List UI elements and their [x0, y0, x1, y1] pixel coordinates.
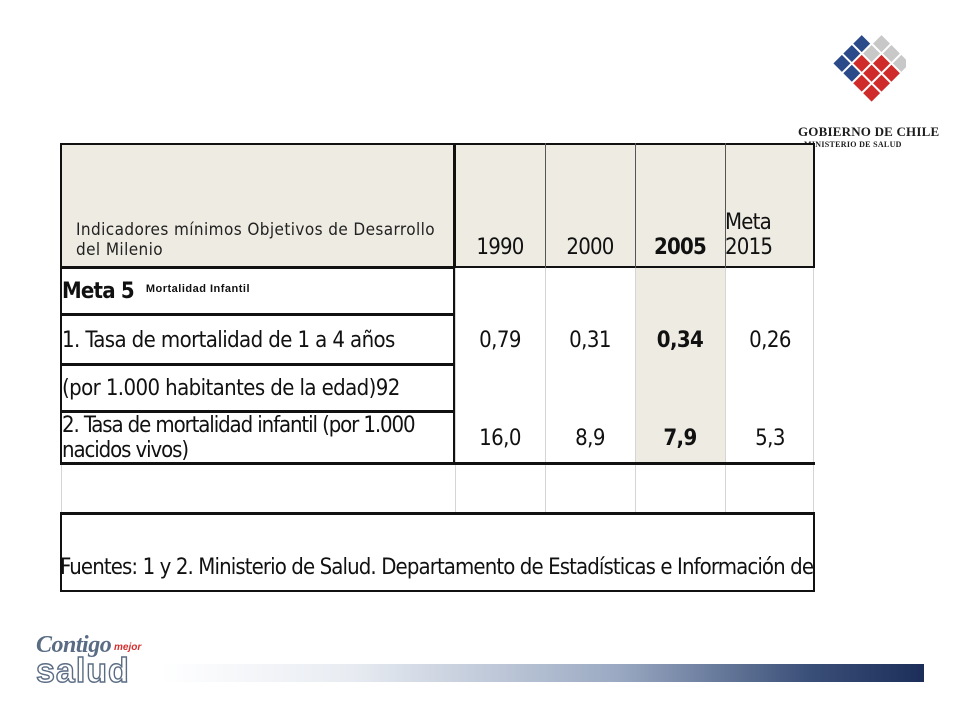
divider: [725, 268, 726, 513]
indicators-table: Indicadores mínimos Objetivos de Desarro…: [60, 143, 815, 593]
divider: [455, 268, 456, 513]
table-cell: [545, 365, 635, 412]
table-cell: [725, 268, 815, 315]
table-cell: [455, 365, 545, 412]
divider: [60, 462, 815, 465]
header-frame: [454, 143, 815, 268]
meta-title-cell: Meta 5 Mortalidad Infantil: [60, 268, 455, 315]
table-cell: 0,26: [749, 327, 791, 353]
row-label: 2. Tasa de mortalidad infantil (por 1.00…: [62, 413, 416, 463]
brand-contigo: Contigo: [36, 632, 112, 658]
brand-salud: salud: [35, 651, 130, 690]
table-row: (por 1.000 habitantes de la edad)92: [60, 365, 815, 412]
header-label: Indicadores mínimos Objetivos de Desarro…: [76, 220, 436, 260]
divider: [635, 143, 636, 268]
table-cell: 7,9: [635, 412, 725, 464]
header-year-2000: 2000: [545, 143, 635, 268]
table-row: 1. Tasa de mortalidad de 1 a 4 años 0,79…: [60, 315, 815, 365]
header-label-cell: Indicadores mínimos Objetivos de Desarro…: [60, 143, 455, 268]
divider: [725, 143, 726, 268]
contigo-mejor-salud-logo: Contigo mejor salud: [35, 632, 156, 691]
sources-text: Fuentes: 1 y 2. Ministerio de Salud. Dep…: [60, 555, 815, 580]
header-year-2005: 2005: [635, 143, 725, 268]
sources-text-box: Fuentes: 1 y 2. Ministerio de Salud. Dep…: [60, 545, 815, 591]
table-row-empty: [60, 464, 815, 512]
divider: [545, 268, 546, 513]
diamond-grid-icon: [833, 35, 906, 102]
divider: [545, 143, 546, 268]
table-cell: [635, 365, 725, 412]
table-cell: [635, 268, 725, 315]
header-frame: [60, 143, 456, 268]
footer-gradient-bar: [160, 664, 924, 682]
divider: [61, 464, 62, 512]
logo-name: GOBIERNO DE CHILE: [798, 124, 940, 139]
row-label: 1. Tasa de mortalidad de 1 a 4 años: [62, 327, 395, 353]
row-label: (por 1.000 habitantes de la edad)92: [62, 376, 400, 401]
table-cell: [725, 365, 815, 412]
table-cell: [455, 268, 545, 315]
sources-frame: [60, 512, 815, 592]
divider: [453, 268, 455, 464]
meta-title: Meta 5: [62, 279, 135, 304]
table-cell: 16,0: [479, 425, 521, 451]
gobierno-de-chile-logo: GOBIERNO DE CHILE MINISTERIO DE SALUD: [790, 34, 940, 154]
table-cell: 0,79: [479, 327, 521, 353]
divider: [60, 313, 455, 316]
divider: [635, 268, 636, 513]
table-cell: 0,31: [569, 327, 611, 353]
table-cell: 5,3: [755, 425, 785, 451]
header-year-meta-2015: Meta 2015: [725, 143, 815, 268]
meta-row: Meta 5 Mortalidad Infantil: [60, 268, 815, 315]
divider: [60, 363, 455, 366]
brand-mejor: mejor: [114, 642, 142, 653]
table-cell: 8,9: [575, 425, 605, 451]
header-year-1990: 1990: [455, 143, 545, 268]
divider: [60, 268, 62, 464]
table-cell: 0,34: [635, 315, 725, 365]
table-cell: [545, 268, 635, 315]
meta-subtitle: Mortalidad Infantil: [145, 282, 251, 295]
table-row: 2. Tasa de mortalidad infantil (por 1.00…: [60, 412, 815, 464]
table-header-row: Indicadores mínimos Objetivos de Desarro…: [60, 143, 815, 268]
divider: [60, 410, 455, 413]
logo-subtitle: MINISTERIO DE SALUD: [804, 140, 902, 149]
divider: [813, 268, 814, 513]
